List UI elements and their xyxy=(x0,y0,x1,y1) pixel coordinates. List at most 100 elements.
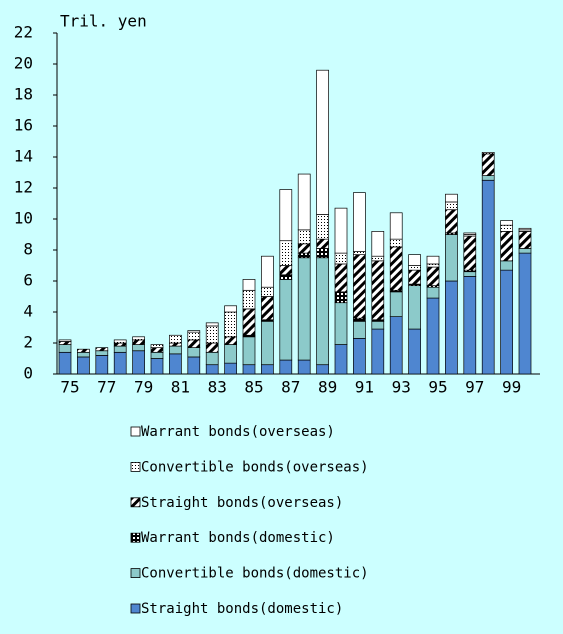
bar-segment xyxy=(316,238,329,249)
legend-swatch xyxy=(130,461,141,472)
bar-segment xyxy=(261,255,274,288)
bar-segment xyxy=(371,255,385,262)
bar-segment xyxy=(242,308,256,336)
bar-segment xyxy=(371,260,385,321)
bar-segment xyxy=(279,265,293,276)
bar-segment xyxy=(518,227,532,231)
x-tick-label: 75 xyxy=(60,378,79,397)
bar-segment xyxy=(242,289,256,310)
legend-swatch xyxy=(130,568,141,578)
bar-segment xyxy=(242,364,256,375)
bar-segment xyxy=(316,69,329,215)
x-tick-label: 85 xyxy=(244,378,263,397)
bar-segment xyxy=(463,276,477,375)
bar-segment xyxy=(297,359,311,375)
bar-segment xyxy=(481,175,495,181)
bar-segment xyxy=(463,235,477,271)
bar-segment xyxy=(408,254,421,266)
bar-segment xyxy=(58,344,72,353)
bar-segment xyxy=(408,285,421,330)
legend-label: Straight bonds(overseas) xyxy=(141,495,343,511)
bar-segment xyxy=(279,274,293,280)
bar-segment xyxy=(132,350,145,375)
x-tick-label: 79 xyxy=(134,378,153,397)
bar-segment xyxy=(500,260,513,271)
bar-segment xyxy=(261,320,274,366)
bar-segment xyxy=(481,153,495,176)
x-tick-label: 99 xyxy=(502,378,521,397)
bar-segment xyxy=(445,209,458,234)
bar-segment xyxy=(205,325,219,344)
bar-segment xyxy=(205,342,219,353)
y-tick-label: 12 xyxy=(14,178,33,197)
bar-segment xyxy=(113,342,127,347)
bar-segment xyxy=(334,302,348,345)
legend-label: Straight bonds(domestic) xyxy=(141,601,343,617)
bar-segment xyxy=(389,316,403,375)
bar-segment xyxy=(169,342,182,347)
bar-segment xyxy=(426,263,440,268)
bar-segment xyxy=(58,339,72,342)
legend-swatch xyxy=(130,603,141,614)
bar-segment xyxy=(353,192,366,252)
bar-segment xyxy=(113,351,127,375)
bar-segment xyxy=(334,344,348,375)
legend-label: Warrant bonds(overseas) xyxy=(141,424,335,440)
y-tick-label: 14 xyxy=(14,147,33,166)
bar-segment xyxy=(445,193,458,203)
bar-segment xyxy=(132,344,145,352)
bar-segment xyxy=(150,344,164,348)
bar-segment xyxy=(334,207,348,254)
x-tick-label: 89 xyxy=(318,378,337,397)
bar-segment xyxy=(297,243,311,254)
x-tick-label: 77 xyxy=(97,378,116,397)
bar-segment xyxy=(113,345,127,353)
bar-segment xyxy=(500,224,513,232)
bar-segment xyxy=(187,356,201,375)
bar-segment xyxy=(371,328,385,375)
bar-segment xyxy=(518,252,532,375)
bar-segment xyxy=(353,320,366,339)
x-tick-label: 97 xyxy=(465,378,484,397)
bar-segment xyxy=(224,311,237,338)
y-tick-label: 4 xyxy=(23,302,33,321)
bar-segment xyxy=(353,254,366,319)
bar-segment xyxy=(518,231,532,249)
bar-segment xyxy=(169,353,182,375)
bar-segment xyxy=(334,263,348,293)
bar-segment xyxy=(187,330,201,333)
bar-segment xyxy=(481,179,495,375)
bar-segment xyxy=(500,269,513,375)
bar-segment xyxy=(205,364,219,375)
bar-segment xyxy=(426,255,440,265)
bar-segment xyxy=(445,280,458,375)
y-tick-label: 16 xyxy=(14,116,33,135)
bar-segment xyxy=(150,358,164,375)
bar-segment xyxy=(353,338,366,375)
bar-segment xyxy=(518,248,532,254)
bar-segment xyxy=(224,336,237,345)
bar-segment xyxy=(132,336,145,341)
bar-segment xyxy=(187,347,201,358)
y-tick-label: 2 xyxy=(23,333,33,352)
bar-segment xyxy=(261,364,274,375)
bar-segment xyxy=(224,362,237,375)
y-tick-label: 0 xyxy=(23,364,33,383)
bar-segment xyxy=(297,173,311,231)
bar-segment xyxy=(445,201,458,211)
bar-segment xyxy=(279,189,293,242)
x-tick-label: 95 xyxy=(428,378,447,397)
bar-segment xyxy=(77,351,90,358)
bar-segment xyxy=(389,238,403,248)
bar-segment xyxy=(500,220,513,226)
bar-segment xyxy=(371,231,385,257)
bar-segment xyxy=(77,348,90,353)
bar-segment xyxy=(187,339,201,348)
legend-swatch xyxy=(130,532,141,543)
bar-segment xyxy=(316,364,329,375)
bar-segment xyxy=(224,305,237,313)
x-tick-label: 93 xyxy=(392,378,411,397)
bar-segment xyxy=(169,345,182,355)
bar-segment xyxy=(334,252,348,265)
